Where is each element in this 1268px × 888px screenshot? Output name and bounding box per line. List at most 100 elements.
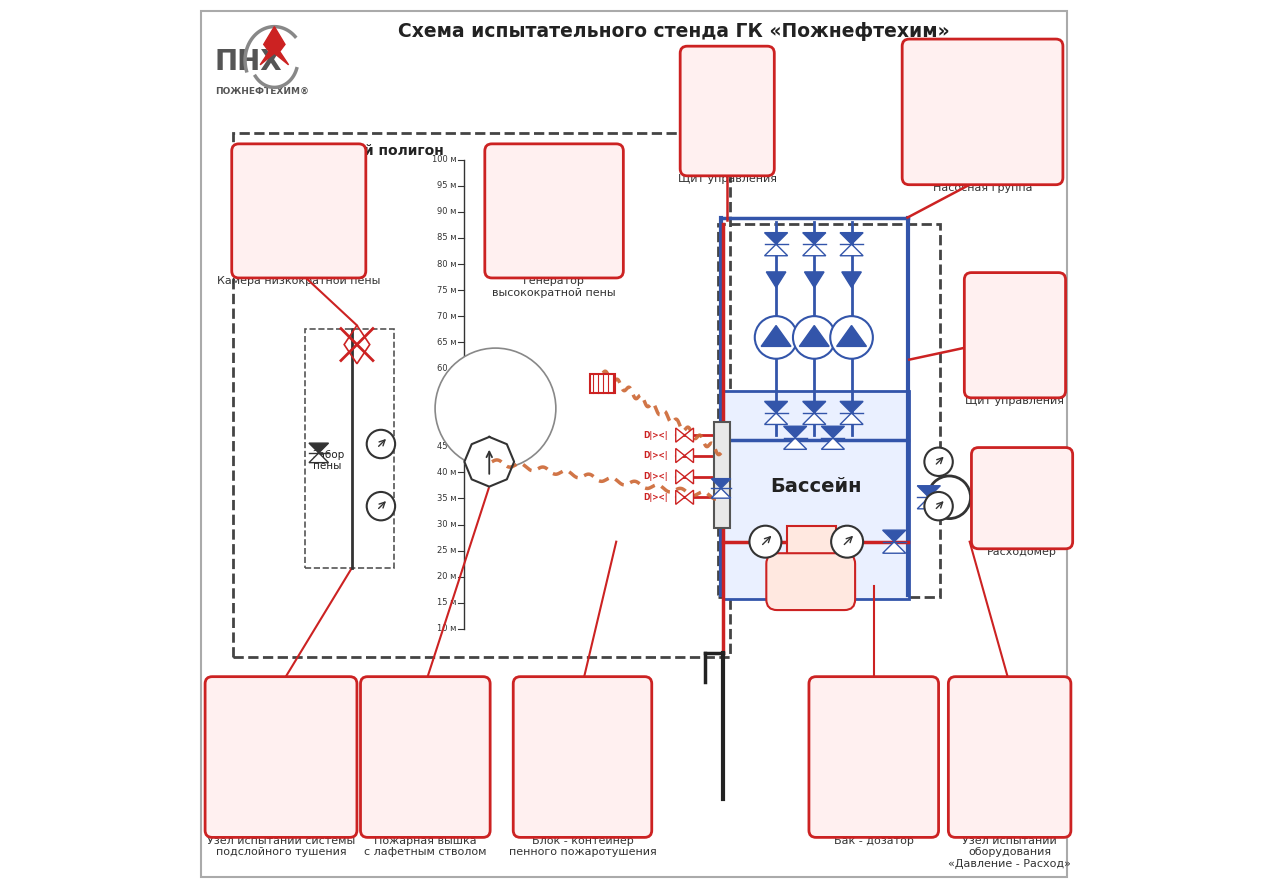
Polygon shape	[676, 448, 685, 463]
Text: 100 м: 100 м	[432, 155, 456, 164]
Polygon shape	[784, 426, 806, 438]
Text: 75 м: 75 м	[437, 286, 456, 295]
Text: 25 м: 25 м	[437, 546, 456, 555]
Text: Блок - контейнер
пенного пожаротушения: Блок - контейнер пенного пожаротушения	[508, 836, 657, 857]
Text: 20 м: 20 м	[437, 572, 456, 581]
Polygon shape	[685, 428, 694, 442]
Text: 70 м: 70 м	[437, 312, 456, 321]
Text: D|><|: D|><|	[643, 472, 668, 481]
Text: D|><|: D|><|	[643, 451, 668, 460]
Polygon shape	[883, 542, 905, 553]
Circle shape	[366, 430, 396, 458]
Circle shape	[754, 316, 798, 359]
Circle shape	[831, 526, 864, 558]
Text: Узел испытаний системы
подслойного тушения: Узел испытаний системы подслойного тушен…	[207, 836, 355, 857]
Text: 35 м: 35 м	[437, 494, 456, 503]
FancyBboxPatch shape	[714, 422, 730, 528]
Polygon shape	[685, 448, 694, 463]
Polygon shape	[803, 413, 825, 424]
FancyBboxPatch shape	[591, 374, 615, 393]
FancyBboxPatch shape	[514, 677, 652, 837]
Polygon shape	[761, 326, 791, 346]
Polygon shape	[676, 428, 685, 442]
Text: ПОЖНЕФТЕХИМ®: ПОЖНЕФТЕХИМ®	[214, 87, 309, 96]
Text: Генератор
высокократной пены: Генератор высокократной пены	[492, 276, 616, 297]
Text: 80 м: 80 м	[437, 259, 456, 268]
Text: Расходомер: Расходомер	[987, 547, 1058, 557]
Circle shape	[435, 348, 555, 469]
Text: 50 м: 50 м	[437, 416, 456, 424]
FancyBboxPatch shape	[232, 144, 366, 278]
Text: 55 м: 55 м	[437, 390, 456, 399]
Polygon shape	[711, 479, 730, 488]
Polygon shape	[309, 453, 328, 463]
Text: D|><|: D|><|	[643, 431, 668, 440]
FancyBboxPatch shape	[809, 677, 938, 837]
Polygon shape	[799, 326, 829, 346]
Polygon shape	[766, 272, 786, 288]
Polygon shape	[765, 413, 787, 424]
Polygon shape	[676, 490, 685, 504]
Polygon shape	[837, 326, 866, 346]
Text: 10 м: 10 м	[437, 624, 456, 633]
Text: 15 м: 15 м	[437, 599, 456, 607]
FancyBboxPatch shape	[786, 526, 836, 556]
Polygon shape	[842, 272, 861, 288]
FancyBboxPatch shape	[484, 144, 624, 278]
FancyBboxPatch shape	[902, 39, 1063, 185]
Polygon shape	[784, 438, 806, 449]
Polygon shape	[803, 244, 825, 256]
FancyBboxPatch shape	[200, 11, 1068, 877]
Polygon shape	[765, 401, 787, 413]
Circle shape	[924, 492, 952, 520]
Circle shape	[831, 316, 872, 359]
Text: Бассейн: Бассейн	[770, 477, 862, 496]
Text: Бак - дозатор: Бак - дозатор	[834, 836, 914, 845]
Polygon shape	[676, 470, 685, 484]
Text: 45 м: 45 м	[437, 442, 456, 451]
Text: 90 м: 90 м	[437, 208, 456, 217]
Text: Щит управления: Щит управления	[677, 174, 777, 184]
Text: Схема испытательного стенда ГК «Пожнефтехим»: Схема испытательного стенда ГК «Пожнефте…	[398, 22, 950, 41]
Text: Забор
пены: Забор пены	[312, 449, 345, 472]
Polygon shape	[917, 486, 941, 497]
Circle shape	[749, 526, 781, 558]
Text: 40 м: 40 м	[437, 468, 456, 477]
Polygon shape	[765, 244, 787, 256]
Polygon shape	[765, 233, 787, 244]
Text: Узел испытаний
оборудования
«Давление - Расход»: Узел испытаний оборудования «Давление - …	[948, 836, 1071, 868]
Text: Щит управления: Щит управления	[965, 396, 1064, 406]
Polygon shape	[803, 401, 825, 413]
Polygon shape	[917, 497, 941, 509]
Text: D|><|: D|><|	[643, 493, 668, 502]
FancyBboxPatch shape	[723, 391, 909, 599]
Polygon shape	[839, 401, 864, 413]
Polygon shape	[309, 443, 328, 453]
FancyBboxPatch shape	[360, 677, 491, 837]
Circle shape	[366, 492, 396, 520]
Text: 30 м: 30 м	[437, 520, 456, 529]
Text: 85 м: 85 м	[437, 234, 456, 242]
FancyBboxPatch shape	[948, 677, 1071, 837]
Polygon shape	[883, 530, 905, 542]
FancyBboxPatch shape	[680, 46, 775, 176]
FancyBboxPatch shape	[965, 273, 1065, 398]
Text: Испытательный полигон: Испытательный полигон	[246, 144, 444, 158]
FancyBboxPatch shape	[205, 677, 358, 837]
Text: ПНХ: ПНХ	[214, 48, 283, 76]
Circle shape	[792, 316, 836, 359]
Polygon shape	[464, 437, 514, 487]
Polygon shape	[803, 233, 825, 244]
Polygon shape	[804, 272, 824, 288]
Text: 65 м: 65 м	[437, 337, 456, 346]
FancyBboxPatch shape	[766, 553, 855, 610]
Text: Пожарная вышка
с лафетным стволом: Пожарная вышка с лафетным стволом	[364, 836, 487, 857]
FancyBboxPatch shape	[971, 448, 1073, 549]
Polygon shape	[839, 233, 864, 244]
Polygon shape	[685, 490, 694, 504]
Polygon shape	[839, 413, 864, 424]
Polygon shape	[260, 27, 289, 65]
Circle shape	[924, 448, 952, 476]
Text: Камера низкократной пены: Камера низкократной пены	[217, 276, 380, 286]
Text: Насосная группа: Насосная группа	[933, 183, 1032, 193]
